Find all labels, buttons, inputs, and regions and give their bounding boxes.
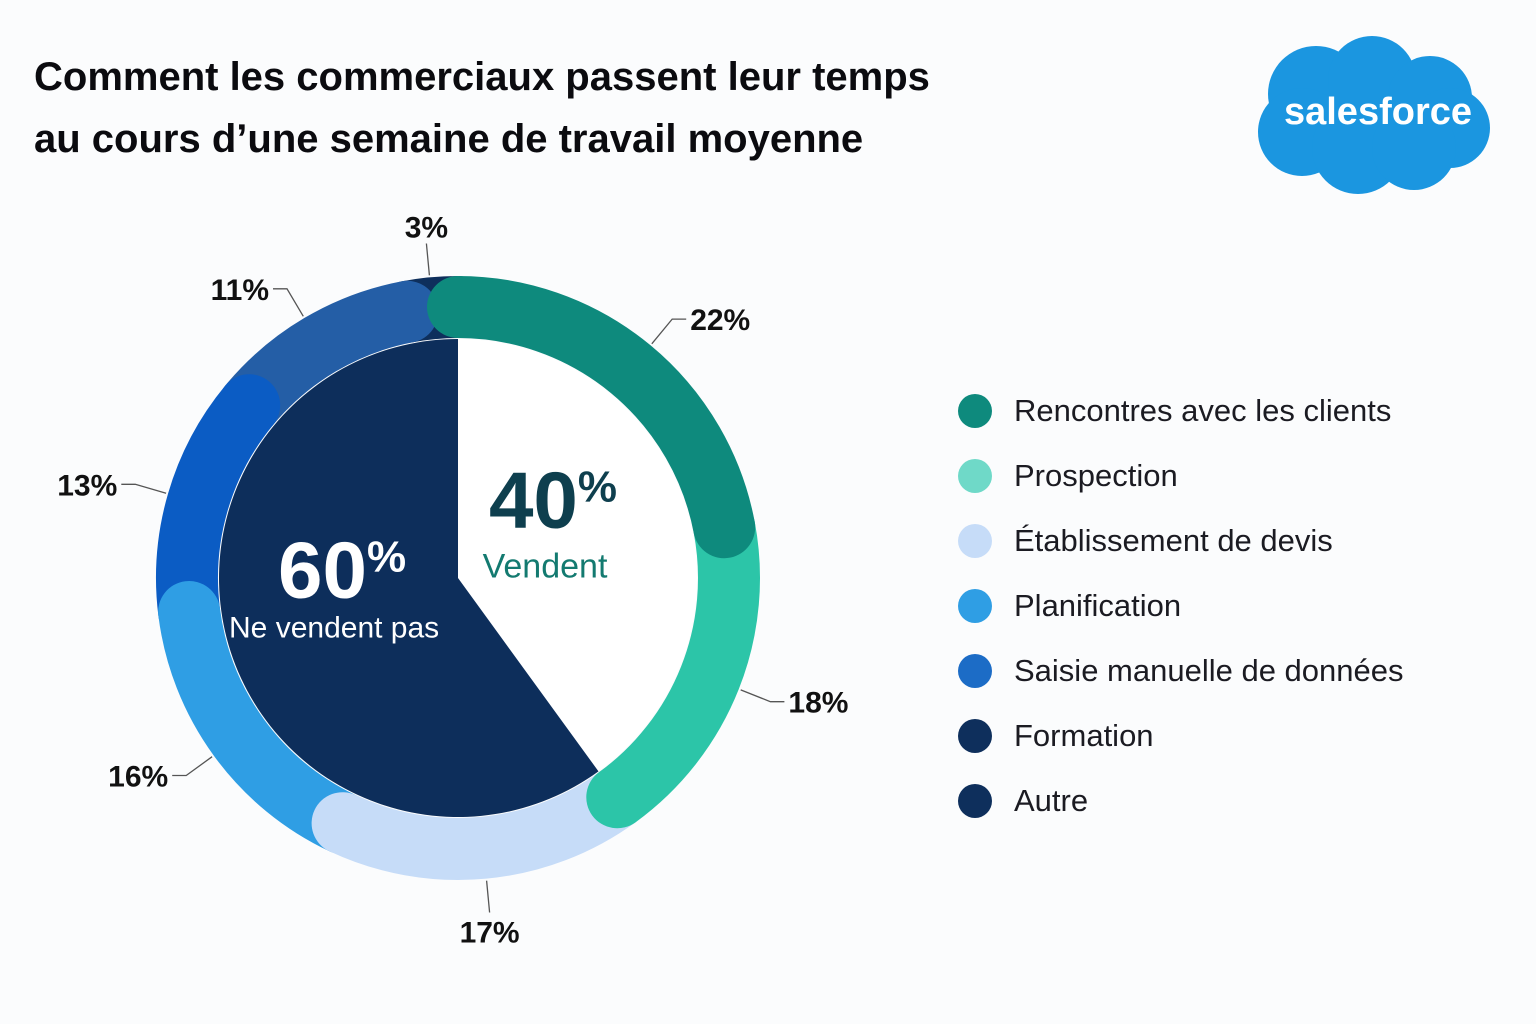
percent-label: 17% — [460, 917, 520, 950]
legend-item: Rencontres avec les clients — [958, 378, 1404, 443]
leader-line — [425, 243, 431, 276]
legend-swatch — [958, 653, 992, 688]
inner-caption: Vendent — [483, 547, 608, 585]
chart-title: Comment les commerciaux passent leur tem… — [34, 46, 1134, 170]
legend-label: Saisie manuelle de données — [1014, 652, 1404, 688]
legend-label: Autre — [1014, 782, 1089, 818]
percent-label: 13% — [57, 469, 117, 502]
legend-swatch — [958, 588, 992, 623]
percent-label: 3% — [405, 212, 448, 245]
legend-item: Saisie manuelle de données — [958, 638, 1404, 703]
leader-line — [651, 318, 687, 345]
leader-line — [273, 288, 304, 317]
title-line-1: Comment les commerciaux passent leur tem… — [34, 55, 930, 99]
logo-text: salesforce — [1284, 91, 1472, 133]
leader-line — [172, 756, 213, 777]
inner-slice-ne-vendent-pas — [219, 339, 599, 818]
donut-segment — [158, 580, 374, 855]
legend-label: Planification — [1014, 587, 1182, 623]
leader-line — [740, 689, 785, 703]
inner-percent: 40% — [489, 455, 617, 544]
legend-item: Autre — [958, 768, 1404, 833]
inner-percent: 60% — [278, 526, 406, 615]
legend-item: Formation — [958, 703, 1404, 768]
legend-swatch — [958, 783, 992, 818]
legend-label: Formation — [1014, 717, 1154, 753]
chart-legend: Rencontres avec les clients Prospection Ét… — [958, 378, 1404, 833]
title-line-2: au cours d’une semaine de travail moyenn… — [34, 117, 864, 161]
leader-line — [121, 483, 167, 494]
donut-segment — [311, 766, 649, 880]
salesforce-logo: salesforce — [1258, 36, 1490, 194]
donut-chart: 22% 18% 17% 16% 13% 11% 3% 40%Vendent 60%Ne ven… — [57, 212, 848, 950]
cloud-icon — [1258, 36, 1490, 194]
legend-item: Établissement de devis — [958, 508, 1404, 573]
leader-line — [485, 880, 491, 913]
percent-label: 18% — [788, 687, 848, 720]
legend-swatch — [958, 393, 992, 428]
legend-item: Prospection — [958, 443, 1404, 508]
legend-label: Rencontres avec les clients — [1014, 392, 1392, 428]
inner-slice-vendent — [458, 339, 698, 772]
inner-caption: Ne vendent pas — [229, 612, 439, 645]
donut-segment — [427, 276, 756, 559]
legend-label: Établissement de devis — [1014, 522, 1333, 558]
percent-label: 22% — [690, 304, 750, 337]
percent-label: 11% — [211, 274, 269, 307]
legend-swatch — [958, 523, 992, 558]
legend-label: Prospection — [1014, 457, 1178, 493]
legend-swatch — [958, 718, 992, 753]
legend-item: Planification — [958, 573, 1404, 638]
legend-swatch — [958, 458, 992, 493]
donut-segment — [586, 496, 760, 829]
percent-label: 16% — [108, 761, 168, 794]
